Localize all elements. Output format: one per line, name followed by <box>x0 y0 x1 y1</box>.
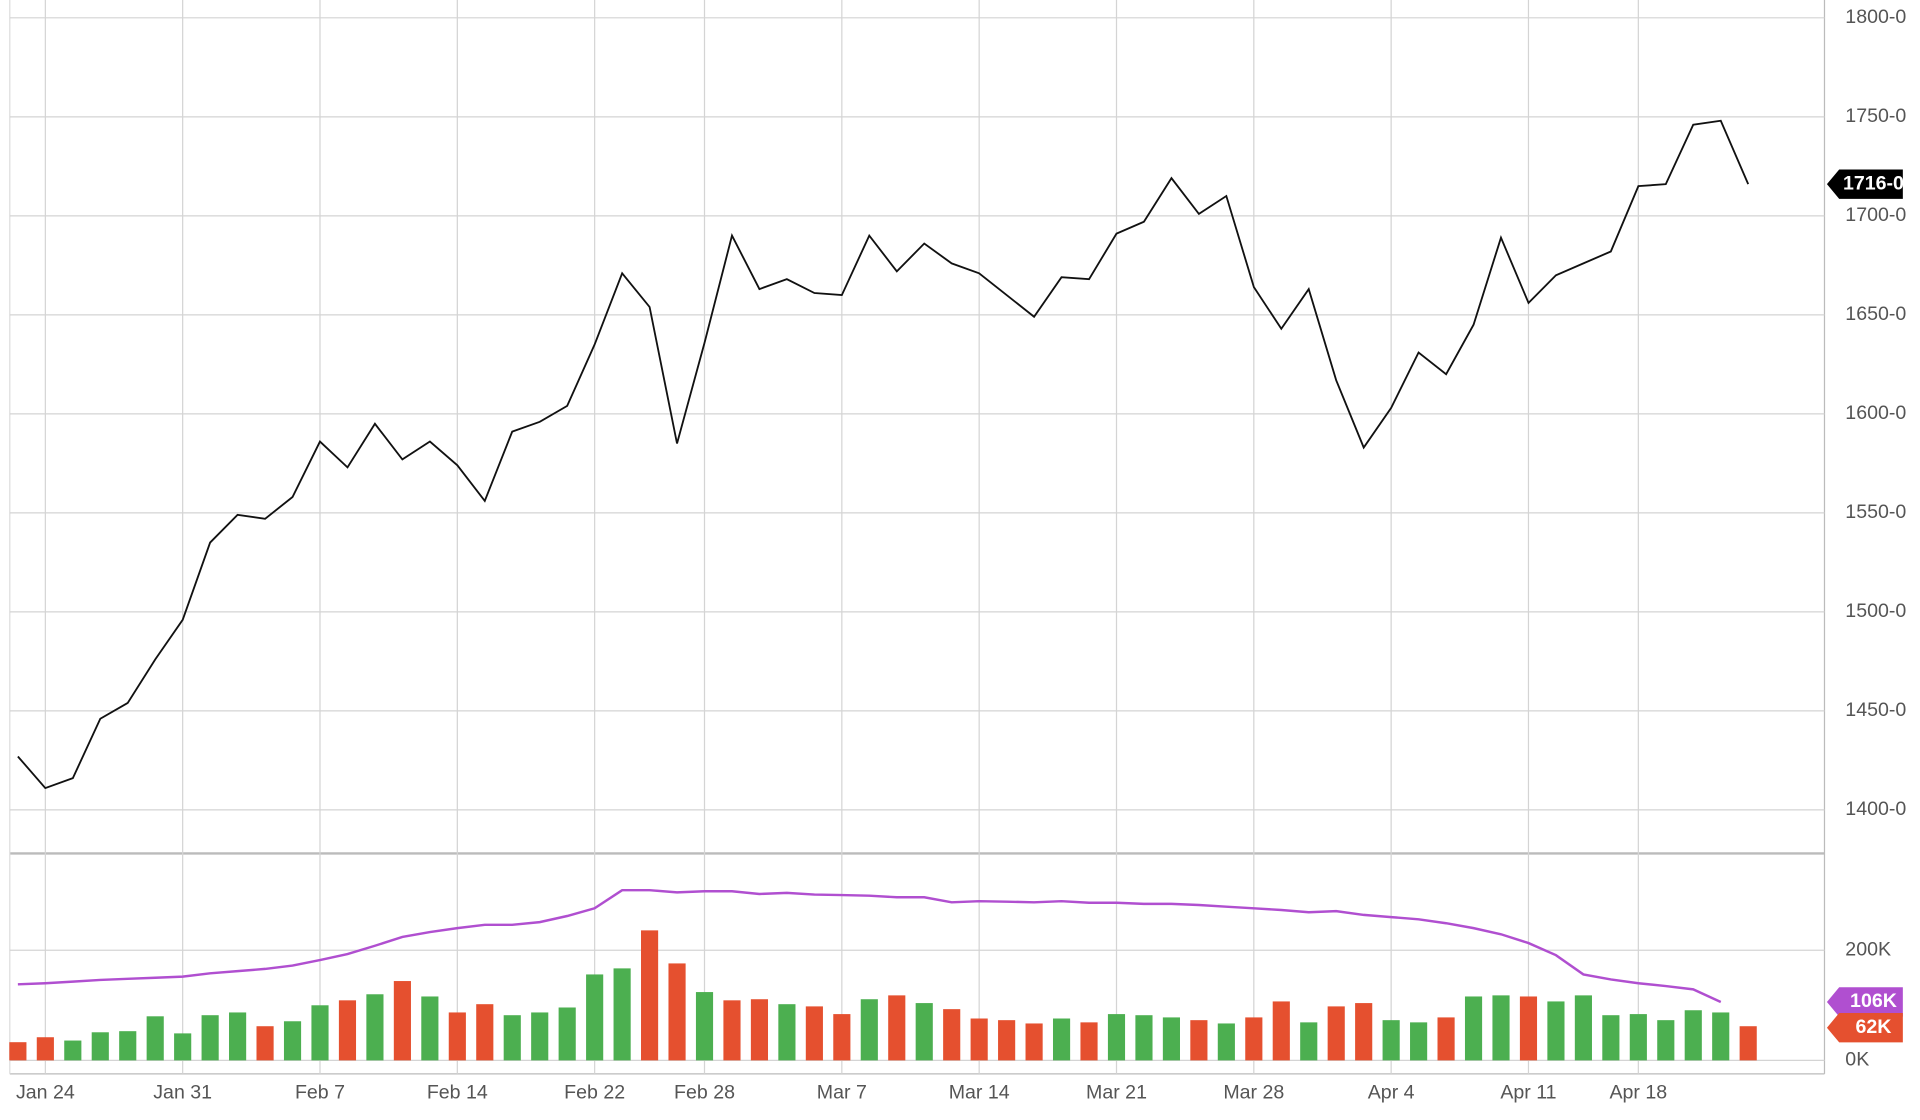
volume-bar <box>1602 1015 1620 1061</box>
volume-bar <box>1519 996 1538 1061</box>
volume-bar <box>229 1012 247 1061</box>
volume-bar <box>256 1026 274 1061</box>
y-tick-label: 1450-0 <box>1845 699 1906 721</box>
volume-bar <box>805 1006 823 1061</box>
x-tick-label: Mar 28 <box>1223 1082 1284 1104</box>
x-tick-label: Apr 18 <box>1609 1082 1667 1104</box>
volume-bar <box>1272 1001 1290 1061</box>
x-tick-label: Feb 22 <box>564 1082 625 1104</box>
last-price-label-bg <box>1826 169 1903 199</box>
volume-bar <box>1547 1001 1565 1061</box>
y-tick-label: 1700-0 <box>1845 204 1906 226</box>
volume-bar <box>1739 1026 1757 1061</box>
volume-last-label: 62K <box>1856 1016 1892 1038</box>
volume-bar <box>750 999 769 1061</box>
volume-bar <box>998 1020 1016 1061</box>
volume-bar <box>311 1005 329 1061</box>
x-tick-label: Jan 31 <box>153 1082 212 1104</box>
volume-bar <box>586 974 604 1061</box>
volume-bar <box>860 999 878 1061</box>
volume-bar <box>1437 1017 1455 1061</box>
volume-bar <box>146 1016 164 1061</box>
y-tick-label: 1550-0 <box>1845 501 1906 523</box>
volume-bar <box>1492 995 1510 1061</box>
x-tick-label: Mar 7 <box>817 1082 867 1104</box>
volume-bar <box>393 981 411 1061</box>
volume-bar <box>1712 1012 1730 1061</box>
volume-bar <box>833 1014 851 1061</box>
ma-last-label: 106K <box>1850 990 1897 1012</box>
volume-bar <box>1245 1017 1263 1061</box>
y-tick-label: 1500-0 <box>1845 600 1906 622</box>
volume-bar <box>1080 1022 1098 1061</box>
volume-bar <box>668 963 686 1061</box>
volume-bar <box>283 1021 302 1061</box>
ma-last-label-bg <box>1826 987 1903 1017</box>
x-tick-label: Mar 14 <box>949 1082 1010 1104</box>
volume-bar <box>64 1040 82 1061</box>
volume-bar <box>915 1003 933 1061</box>
volume-bar <box>1464 996 1483 1061</box>
volume-bar <box>201 1015 219 1061</box>
x-tick-label: Feb 7 <box>295 1082 345 1104</box>
volume-bar <box>970 1018 988 1061</box>
volume-bar <box>1162 1017 1180 1061</box>
y-tick-label: 1750-0 <box>1845 105 1906 127</box>
y-tick-label: 1800-0 <box>1845 6 1906 28</box>
volume-bar <box>531 1012 549 1061</box>
y-tick-label: 200K <box>1845 938 1891 960</box>
volume-bar <box>943 1009 961 1061</box>
volume-bar <box>1574 995 1592 1061</box>
volume-bar <box>1190 1020 1208 1061</box>
volume-bar <box>503 1015 521 1061</box>
x-tick-label: Mar 21 <box>1086 1082 1147 1104</box>
volume-bar <box>613 968 631 1061</box>
volume-last-label-bg <box>1826 1013 1903 1043</box>
volume-bar <box>338 1000 357 1061</box>
volume-bar <box>366 994 384 1061</box>
volume-bar <box>1410 1022 1428 1061</box>
volume-bar <box>1107 1014 1126 1061</box>
volume-bar <box>421 996 439 1061</box>
volume-bar <box>1327 1006 1345 1061</box>
volume-bar <box>1052 1018 1071 1061</box>
volume-bar <box>1684 1010 1702 1061</box>
price-line <box>17 119 1750 790</box>
volume-bar <box>723 1000 741 1061</box>
volume-bar <box>1382 1020 1400 1061</box>
volume-bar <box>9 1042 27 1061</box>
x-tick-label: Jan 24 <box>16 1082 75 1104</box>
volume-bar <box>91 1032 109 1061</box>
x-tick-label: Apr 4 <box>1368 1082 1415 1104</box>
volume-bar <box>476 1004 494 1061</box>
x-tick-label: Feb 28 <box>674 1082 735 1104</box>
volume-bar <box>695 992 714 1061</box>
y-tick-label: 1600-0 <box>1845 402 1906 424</box>
x-tick-label: Apr 11 <box>1500 1082 1556 1104</box>
volume-bar <box>1025 1023 1043 1061</box>
last-price-label: 1716-0 <box>1843 172 1904 194</box>
volume-bar <box>1355 1003 1373 1061</box>
y-tick-label: 0K <box>1845 1049 1869 1071</box>
x-tick-label: Feb 14 <box>427 1082 488 1104</box>
volume-bar <box>1135 1015 1153 1061</box>
volume-bar <box>119 1031 137 1061</box>
volume-bar <box>448 1012 466 1061</box>
volume-bar <box>641 930 659 1061</box>
volume-bar <box>36 1037 54 1061</box>
y-tick-label: 1400-0 <box>1845 798 1906 820</box>
volume-bar <box>1629 1014 1647 1061</box>
volume-bar <box>1217 1023 1235 1061</box>
y-tick-label: 1650-0 <box>1845 303 1906 325</box>
volume-bar <box>888 995 906 1061</box>
volume-bar <box>174 1033 192 1061</box>
volume-bar <box>1657 1020 1675 1061</box>
volume-bar <box>778 1004 796 1061</box>
moving-average-line <box>17 888 1722 1004</box>
volume-bar <box>1300 1022 1318 1061</box>
volume-bar <box>558 1007 576 1061</box>
